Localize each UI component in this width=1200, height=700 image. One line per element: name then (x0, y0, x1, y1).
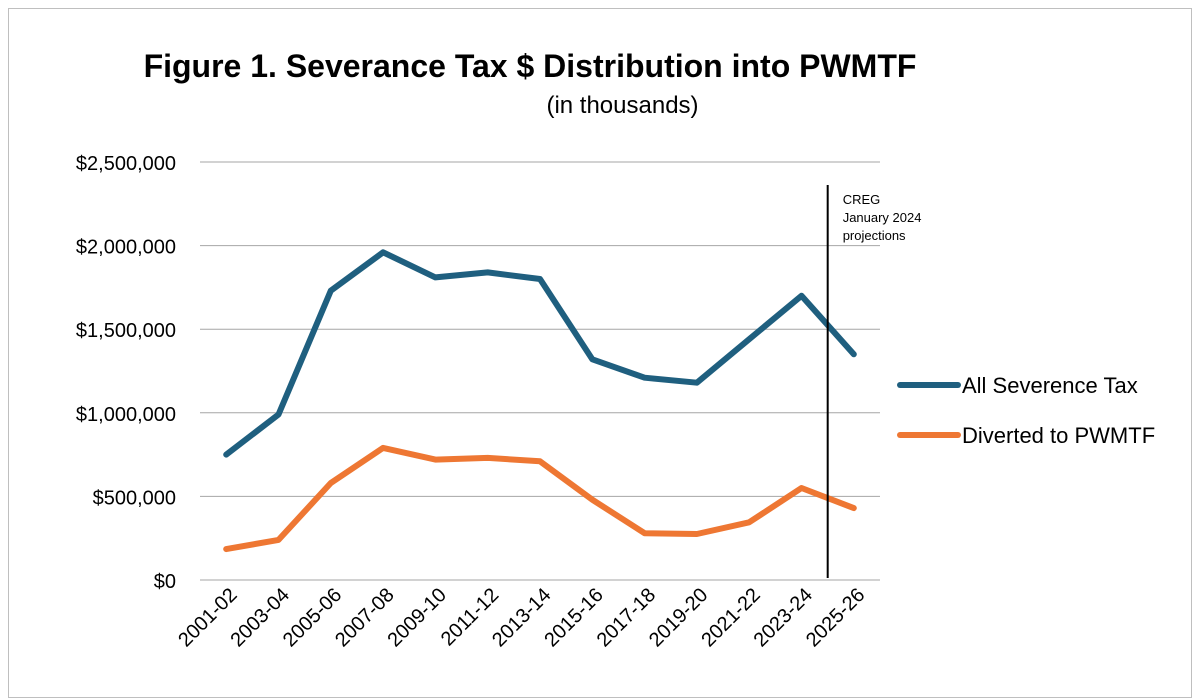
data-point (225, 548, 227, 550)
data-point (277, 413, 279, 415)
y-tick-label: $2,500,000 (76, 153, 176, 175)
data-point (644, 532, 646, 534)
chart-title: Figure 1. Severance Tax $ Distribution i… (143, 48, 917, 84)
data-point (382, 251, 384, 253)
data-point (801, 487, 803, 489)
data-point (748, 338, 750, 340)
data-point (330, 290, 332, 292)
legend-label: Diverted to PWMTF (962, 423, 1155, 448)
data-point (748, 521, 750, 523)
data-point (225, 454, 227, 456)
data-point (539, 278, 541, 280)
data-point (277, 539, 279, 541)
y-tick-label: $2,000,000 (76, 237, 176, 259)
annotation-text: projections (843, 228, 906, 243)
data-point (487, 271, 489, 273)
y-tick-label: $1,500,000 (76, 320, 176, 342)
y-tick-label: $1,000,000 (76, 404, 176, 426)
data-point (434, 276, 436, 278)
series-line-1 (223, 249, 857, 458)
data-point (539, 460, 541, 462)
legend-label: All Severence Tax (962, 373, 1138, 398)
data-point (853, 353, 855, 355)
data-point (644, 377, 646, 379)
data-point (487, 457, 489, 459)
chart-frame (8, 8, 1192, 698)
data-point (853, 507, 855, 509)
data-point (382, 447, 384, 449)
chart-subtitle: (in thousands) (546, 92, 699, 119)
data-point (801, 295, 803, 297)
data-point (696, 382, 698, 384)
x-tick-label: 2009-10 (383, 584, 450, 651)
series-line-2 (223, 444, 857, 553)
data-point (696, 533, 698, 535)
annotation-text: January 2024 (843, 210, 922, 225)
y-tick-label: $500,000 (93, 487, 176, 509)
data-point (591, 499, 593, 501)
data-point (330, 482, 332, 484)
y-tick-label: $0 (154, 571, 176, 593)
data-point (434, 459, 436, 461)
data-point (591, 358, 593, 360)
x-tick-label: 2025-26 (802, 584, 869, 651)
annotation-text: CREG (843, 192, 881, 207)
